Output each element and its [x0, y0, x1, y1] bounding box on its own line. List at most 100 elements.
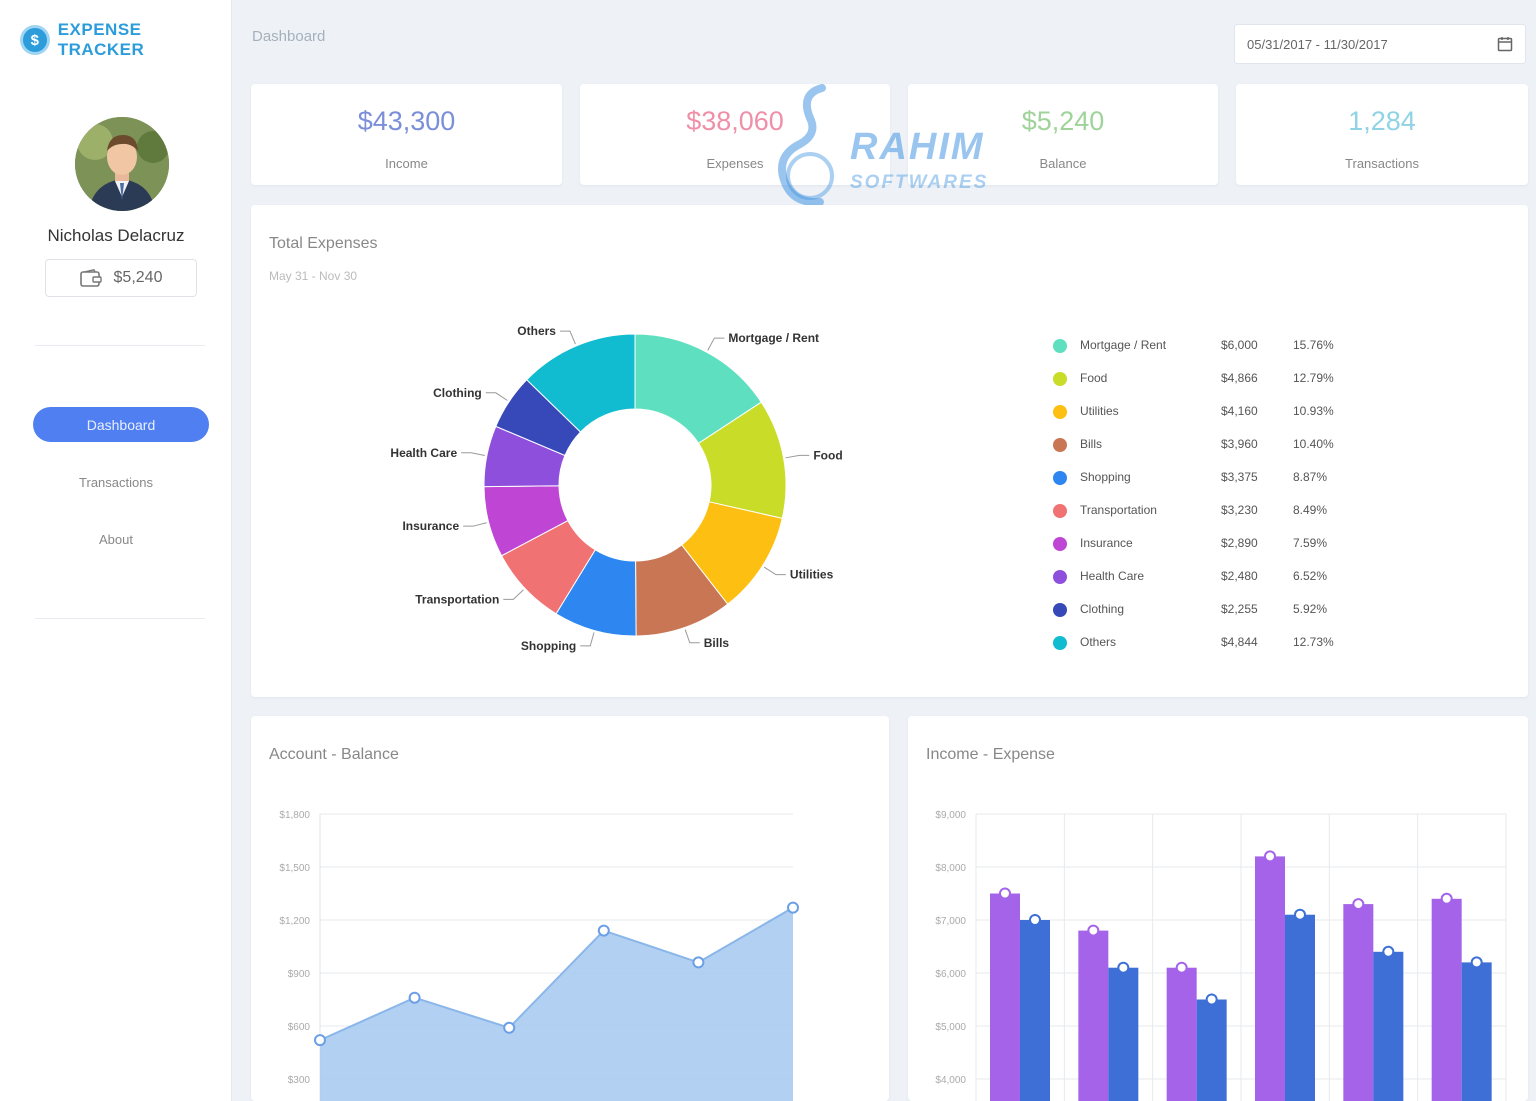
donut-leader-line — [485, 392, 508, 401]
donut-slice-label: Bills — [704, 636, 730, 650]
legend-category: Mortgage / Rent — [1080, 338, 1167, 352]
legend-category: Clothing — [1080, 602, 1125, 616]
stat-label: Transactions — [1345, 156, 1419, 171]
legend-row[interactable]: Transportation $3,230 8.49% — [1053, 501, 1353, 521]
bar[interactable] — [1461, 962, 1492, 1101]
bar-marker — [1175, 961, 1188, 974]
stat-value: 1,284 — [1348, 106, 1416, 136]
donut-slice-label: Utilities — [790, 568, 834, 582]
bar-marker — [1440, 892, 1453, 905]
donut-slice-label: Clothing — [433, 386, 482, 400]
area-line — [319, 906, 794, 1042]
bar-marker — [1205, 993, 1218, 1006]
watermark: RAHIM SOFTWARES — [770, 84, 1060, 210]
legend-color-dot — [1053, 504, 1067, 518]
legend-row[interactable]: Insurance $2,890 7.59% — [1053, 534, 1353, 554]
legend-row[interactable]: Bills $3,960 10.40% — [1053, 435, 1353, 455]
legend-amount: $6,000 — [1221, 338, 1258, 352]
nav-about[interactable]: About — [99, 532, 133, 547]
legend-percent: 8.49% — [1293, 503, 1328, 517]
data-point[interactable] — [503, 1021, 516, 1034]
bar[interactable] — [1285, 914, 1315, 1101]
y-tick-label: $8,000 — [935, 863, 966, 874]
stat-value: $38,060 — [686, 106, 784, 136]
bar[interactable] — [1373, 951, 1404, 1101]
y-tick-label: $1,800 — [279, 810, 310, 821]
bar[interactable] — [1078, 930, 1109, 1101]
stat-label: Balance — [1039, 156, 1087, 171]
legend-color-dot — [1053, 570, 1067, 584]
app-name: EXPENSE TRACKER — [57, 20, 145, 59]
legend-category: Food — [1080, 371, 1108, 385]
bar[interactable] — [990, 893, 1020, 1101]
legend-color-dot — [1053, 372, 1067, 386]
donut-slice-label: Insurance — [402, 519, 459, 533]
legend-percent: 6.52% — [1293, 569, 1328, 583]
legend-category: Utilities — [1080, 404, 1119, 418]
data-point[interactable] — [787, 901, 799, 914]
account-balance-chart: $300 $600 $900 $1,200 $1,500 $1,800 — [279, 810, 799, 1101]
legend-row[interactable]: Others $4,844 12.73% — [1053, 633, 1353, 653]
date-range-picker[interactable]: 05/31/2017 - 11/30/2017 — [1234, 24, 1526, 64]
bar[interactable] — [1255, 856, 1285, 1101]
card-title: Account - Balance — [269, 746, 399, 763]
donut-leader-line — [785, 454, 810, 459]
profile-name: Nicholas Delacruz — [47, 226, 185, 245]
legend-percent: 7.59% — [1293, 536, 1328, 550]
app-logo[interactable]: $ EXPENSE TRACKER — [20, 20, 231, 60]
bar[interactable] — [1431, 898, 1462, 1101]
y-tick-label: $9,000 — [935, 810, 966, 821]
y-tick-label: $600 — [288, 1022, 311, 1033]
donut-slice-label: Transportation — [415, 592, 499, 606]
legend-row[interactable]: Health Care $2,480 6.52% — [1053, 567, 1353, 587]
bar[interactable] — [1108, 967, 1139, 1101]
data-point[interactable] — [314, 1034, 326, 1047]
nav-transactions[interactable]: Transactions — [79, 475, 153, 490]
legend-row[interactable]: Utilities $4,160 10.93% — [1053, 402, 1353, 422]
legend-row[interactable]: Clothing $2,255 5.92% — [1053, 600, 1353, 620]
dollar-coin-icon: $ — [20, 25, 50, 55]
legend-amount: $4,844 — [1221, 635, 1258, 649]
donut-leader-line — [684, 629, 700, 644]
nav-dashboard[interactable]: Dashboard — [33, 407, 209, 442]
donut-slice — [526, 333, 636, 433]
area-fill — [320, 907, 793, 1101]
legend-amount: $3,960 — [1221, 437, 1258, 451]
legend-amount: $3,375 — [1221, 470, 1258, 484]
y-tick-label: $5,000 — [935, 1022, 966, 1033]
legend-color-dot — [1053, 339, 1067, 353]
stat-card-balance: $5,240 Balance — [908, 84, 1218, 185]
bar-marker — [1352, 898, 1365, 911]
calendar-icon[interactable] — [1497, 36, 1513, 52]
donut-slice-label: Others — [517, 324, 556, 338]
bar[interactable] — [1166, 967, 1197, 1101]
avatar — [75, 117, 169, 211]
date-range-value: 05/31/2017 - 11/30/2017 — [1247, 36, 1388, 52]
y-tick-label: $4,000 — [935, 1075, 966, 1086]
legend-row[interactable]: Shopping $3,375 8.87% — [1053, 468, 1353, 488]
donut-leader-line — [461, 452, 485, 456]
donut-leader-line — [763, 566, 786, 576]
legend-row[interactable]: Food $4,866 12.79% — [1053, 369, 1353, 389]
bar[interactable] — [1196, 999, 1227, 1101]
bar[interactable] — [1343, 904, 1374, 1101]
legend-amount: $3,230 — [1221, 503, 1258, 517]
data-point[interactable] — [408, 991, 421, 1004]
page-title: Dashboard — [252, 28, 326, 45]
bar-marker — [1294, 908, 1306, 921]
legend-percent: 8.87% — [1293, 470, 1328, 484]
legend-percent: 10.40% — [1293, 437, 1334, 451]
data-point[interactable] — [597, 924, 610, 937]
y-tick-label: $300 — [288, 1075, 311, 1086]
data-point[interactable] — [692, 956, 705, 969]
bar[interactable] — [1020, 920, 1050, 1101]
y-tick-label: $900 — [288, 969, 311, 980]
donut-leader-line — [463, 522, 487, 527]
legend-percent: 10.93% — [1293, 404, 1334, 418]
stat-card-expenses: $38,060 Expenses — [580, 84, 890, 185]
legend-amount: $2,480 — [1221, 569, 1258, 583]
legend-row[interactable]: Mortgage / Rent $6,000 15.76% — [1053, 336, 1353, 356]
legend-category: Shopping — [1080, 470, 1131, 484]
legend-category: Insurance — [1080, 536, 1133, 550]
y-tick-label: $1,500 — [279, 863, 310, 874]
